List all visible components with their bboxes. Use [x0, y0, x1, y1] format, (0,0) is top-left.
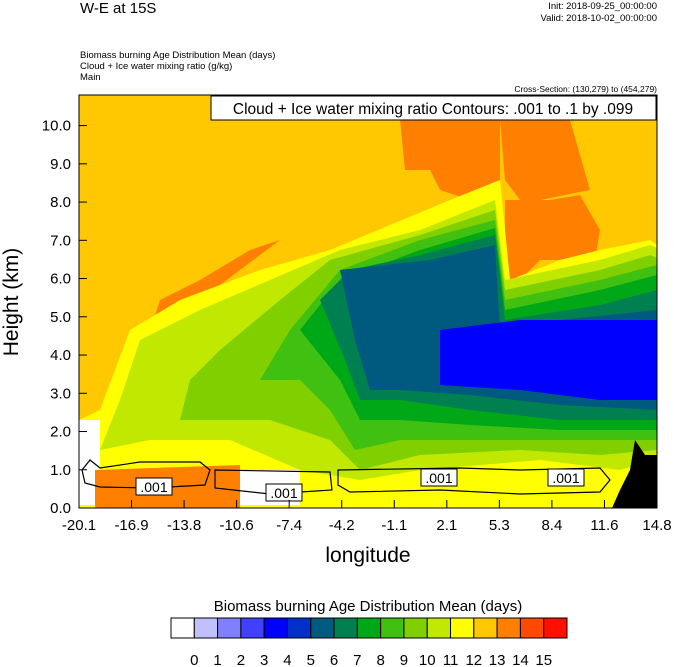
colorbar-label: 6 — [330, 652, 338, 667]
y-axis: 0.0 1.0 2.0 3.0 4.0 5.0 6.0 7.0 8.0 9.0 10.0 — [42, 118, 87, 517]
colorbar-title: Biomass burning Age Distribution Mean (d… — [214, 598, 522, 615]
x-tick-label: -16.9 — [114, 517, 148, 534]
x-axis-label: longitude — [325, 544, 410, 567]
contour-label: .001 — [270, 485, 297, 501]
colorbar-swatch — [240, 617, 265, 639]
subtitle-field: Biomass burning Age Distribution Mean (d… — [80, 50, 276, 61]
x-tick-label: -4.2 — [329, 517, 355, 534]
y-tick-label: 10.0 — [42, 118, 71, 135]
colorbar-label: 9 — [400, 652, 408, 667]
colorbar-swatch — [286, 617, 312, 639]
colorbar-label: 2 — [237, 652, 245, 667]
field — [79, 95, 657, 508]
colorbar-label: 8 — [376, 652, 384, 667]
colorbar-swatch — [217, 617, 242, 639]
colorbar-label: 0 — [190, 652, 198, 667]
colorbar-label: 11 — [443, 652, 459, 667]
y-tick-label: 5.0 — [50, 309, 71, 326]
colorbar-swatch — [450, 617, 475, 639]
x-tick-label: -10.6 — [220, 517, 254, 534]
colorbar-swatch — [519, 617, 545, 639]
field-region-4 — [440, 320, 657, 400]
colorbar-swatch — [543, 617, 568, 639]
colorbar-swatch — [263, 617, 288, 639]
y-tick-label: 0.0 — [50, 500, 71, 517]
valid-time: Valid: 2018-10-02_00:00:00 — [540, 13, 657, 24]
cross-section-label: Cross-Section: (130,279) to (454,279) — [514, 84, 657, 94]
subtitle-domain: Main — [80, 72, 101, 83]
y-tick-label: 3.0 — [50, 385, 71, 402]
x-tick-label: 11.6 — [590, 517, 618, 534]
init-time: Init: 2018-09-25_00:00:00 — [548, 1, 657, 12]
contour-label: .001 — [425, 470, 452, 486]
contour-annotation: Cloud + Ice water mixing ratio Contours:… — [233, 101, 633, 118]
contour-label: .001 — [552, 470, 579, 486]
colorbar-swatch — [473, 617, 498, 639]
field-region-14 — [400, 120, 500, 200]
x-tick-label: -13.8 — [167, 517, 201, 534]
colorbar-label: 5 — [307, 652, 315, 667]
colorbar-label: 3 — [260, 652, 268, 667]
colorbar-label: 14 — [512, 652, 529, 667]
colorbar: 0 1 2 3 4 5 6 7 8 9 10 11 12 13 14 15 — [170, 617, 568, 667]
colorbar-swatch — [310, 617, 335, 639]
contour-line — [337, 467, 611, 495]
y-tick-label: 4.0 — [50, 347, 71, 364]
plot-frame — [78, 94, 658, 509]
colorbar-swatch — [193, 617, 219, 639]
colorbar-swatch — [496, 617, 521, 639]
x-tick-label: -20.1 — [62, 517, 96, 534]
x-tick-label: 2.1 — [436, 517, 457, 534]
y-tick-label: 2.0 — [50, 424, 71, 441]
y-tick-label: 9.0 — [50, 156, 71, 173]
annotation-box — [210, 95, 657, 121]
y-tick-label: 1.0 — [50, 462, 71, 479]
x-axis: -20.1 -16.9 -13.8 -10.6 -7.4 -4.2 -1.1 2.1 5.3 8.… — [62, 500, 672, 534]
terrain — [612, 440, 657, 508]
colorbar-swatch — [333, 617, 358, 639]
x-tick-label: -1.1 — [381, 517, 407, 534]
x-tick-label: -7.4 — [276, 517, 302, 534]
colorbar-swatch — [380, 617, 405, 639]
x-tick-label: 14.8 — [642, 517, 671, 534]
contour-line — [81, 459, 211, 489]
colorbar-label: 15 — [535, 652, 552, 667]
colorbar-swatch — [170, 617, 195, 639]
y-tick-label: 8.0 — [50, 194, 71, 211]
contour-label-boxes: .001 .001 .001 .001 — [135, 468, 585, 502]
colorbar-swatch — [356, 617, 382, 639]
colorbar-label: 12 — [465, 652, 482, 667]
y-axis-label: Height (km) — [0, 248, 23, 357]
y-tick-label: 7.0 — [50, 232, 71, 249]
contour-label: .001 — [140, 479, 167, 495]
colorbar-label: 1 — [213, 652, 221, 667]
field-region-14 — [500, 120, 590, 200]
colorbar-label: 13 — [489, 652, 506, 667]
colorbar-swatch — [403, 617, 428, 639]
x-tick-label: 8.4 — [541, 517, 562, 534]
colorbar-label: 7 — [353, 652, 361, 667]
y-tick-label: 6.0 — [50, 271, 71, 288]
colorbar-swatch — [426, 617, 452, 639]
x-tick-label: 5.3 — [489, 517, 510, 534]
colorbar-label: 4 — [283, 652, 291, 667]
main-title: W-E at 15S — [80, 0, 157, 17]
field-region-0 — [79, 420, 100, 505]
colorbar-label: 10 — [419, 652, 436, 667]
subtitle-contour: Cloud + Ice water mixing ratio (g/kg) — [80, 61, 233, 72]
